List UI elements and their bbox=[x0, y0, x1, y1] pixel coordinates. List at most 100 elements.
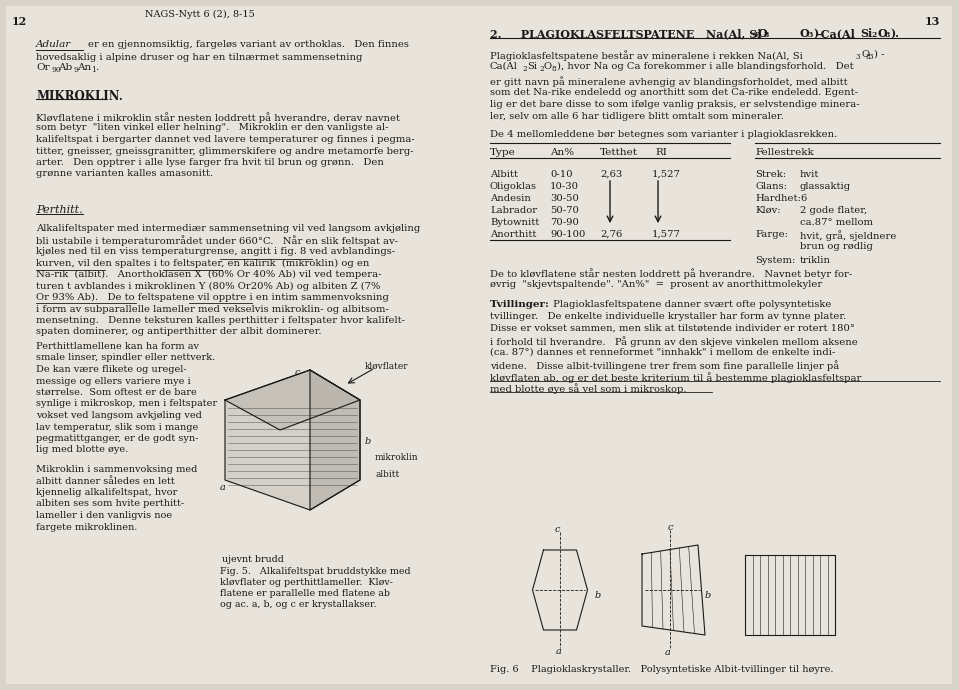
Text: i form av subparallelle lameller med vekselvis mikroklin- og albitsom-: i form av subparallelle lameller med vek… bbox=[36, 304, 389, 313]
Text: øvrig  "skjevtspaltende". "An%"  =  prosent av anorthittmolekyler: øvrig "skjevtspaltende". "An%" = prosent… bbox=[490, 280, 822, 289]
Text: Kløvflatene i mikroklin står nesten loddrett på hverandre, derav navnet: Kløvflatene i mikroklin står nesten lodd… bbox=[36, 112, 400, 123]
Text: Ca(Al: Ca(Al bbox=[490, 62, 518, 71]
Text: An: An bbox=[77, 63, 91, 72]
Text: som det Na-rike endeledd og anorthitt som det Ca-rike endeledd. Egent-: som det Na-rike endeledd og anorthitt so… bbox=[490, 88, 858, 97]
Text: 8: 8 bbox=[552, 65, 556, 73]
Text: 2: 2 bbox=[539, 65, 544, 73]
Text: fargete mikroklinen.: fargete mikroklinen. bbox=[36, 522, 137, 531]
Text: Si: Si bbox=[527, 62, 537, 71]
Text: Albitt: Albitt bbox=[490, 170, 518, 179]
Text: er gitt navn på mineralene avhengig av blandingsforholdet, med albitt: er gitt navn på mineralene avhengig av b… bbox=[490, 76, 848, 87]
Text: c: c bbox=[555, 525, 560, 534]
Text: 6: 6 bbox=[800, 194, 807, 203]
Text: kløvflater og perthittlameller.  Kløv-: kløvflater og perthittlameller. Kløv- bbox=[220, 578, 393, 587]
Text: 2 gode flater,: 2 gode flater, bbox=[800, 206, 867, 215]
Text: 2,76: 2,76 bbox=[600, 230, 622, 239]
Text: RI: RI bbox=[655, 148, 667, 157]
Text: hvit, grå, sjeldnere: hvit, grå, sjeldnere bbox=[800, 230, 897, 241]
Text: 0-10: 0-10 bbox=[550, 170, 573, 179]
Text: 1,577: 1,577 bbox=[652, 230, 681, 239]
Text: lig med blotte øye.: lig med blotte øye. bbox=[36, 446, 129, 455]
Text: 10-30: 10-30 bbox=[550, 182, 579, 191]
Text: kalifeltspat i bergarter dannet ved lavere temperaturer og finnes i pegma-: kalifeltspat i bergarter dannet ved lave… bbox=[36, 135, 414, 144]
Text: synlige i mikroskop, men i feltspater: synlige i mikroskop, men i feltspater bbox=[36, 400, 217, 408]
Text: c: c bbox=[295, 368, 300, 377]
Text: Or: Or bbox=[36, 63, 50, 72]
Text: 90: 90 bbox=[52, 66, 61, 74]
Text: kløvflater: kløvflater bbox=[365, 362, 409, 371]
Text: De kan være flikete og uregel-: De kan være flikete og uregel- bbox=[36, 365, 187, 374]
Text: a: a bbox=[556, 647, 562, 656]
Text: Si: Si bbox=[860, 28, 873, 39]
Text: Fig. 5.   Alkalifeltspat bruddstykke med: Fig. 5. Alkalifeltspat bruddstykke med bbox=[220, 567, 410, 576]
Text: Ab: Ab bbox=[58, 63, 72, 72]
Polygon shape bbox=[310, 370, 360, 510]
Text: 13: 13 bbox=[924, 16, 940, 27]
Text: 90-100: 90-100 bbox=[550, 230, 585, 239]
Text: 2: 2 bbox=[522, 65, 526, 73]
Text: hvit: hvit bbox=[800, 170, 819, 179]
Text: triklin: triklin bbox=[800, 256, 831, 265]
Text: Plagioklasfeltspatene består av mineralene i rekken Na(Al, Si: Plagioklasfeltspatene består av minerale… bbox=[490, 50, 803, 61]
Text: ca.87° mellom: ca.87° mellom bbox=[800, 218, 873, 227]
Text: Tvillinger:: Tvillinger: bbox=[490, 300, 550, 309]
Text: vokset ved langsom avkjøling ved: vokset ved langsom avkjøling ved bbox=[36, 411, 202, 420]
Text: kjennelig alkalifeltspat, hvor: kjennelig alkalifeltspat, hvor bbox=[36, 488, 177, 497]
Text: smale linser, spindler eller nettverk.: smale linser, spindler eller nettverk. bbox=[36, 353, 215, 362]
Text: ): ) bbox=[813, 28, 818, 39]
Text: pegmatittganger, er de godt syn-: pegmatittganger, er de godt syn- bbox=[36, 434, 199, 443]
Text: Perthitt.: Perthitt. bbox=[36, 205, 82, 215]
Text: 3: 3 bbox=[752, 31, 758, 39]
Text: Anorthitt: Anorthitt bbox=[490, 230, 536, 239]
Text: mensetning.   Denne teksturen kalles perthitter i feltspater hvor kalifelt-: mensetning. Denne teksturen kalles perth… bbox=[36, 316, 405, 325]
Text: MIKROKLIN.: MIKROKLIN. bbox=[36, 90, 123, 103]
Text: 12: 12 bbox=[12, 16, 27, 27]
Text: ujevnt brudd: ujevnt brudd bbox=[222, 555, 284, 564]
Text: lav temperatur, slik som i mange: lav temperatur, slik som i mange bbox=[36, 422, 199, 431]
Text: a: a bbox=[220, 483, 226, 492]
Text: grønne varianten kalles amasonitt.: grønne varianten kalles amasonitt. bbox=[36, 170, 213, 179]
Text: 1,527: 1,527 bbox=[652, 170, 681, 179]
Text: mikroklin: mikroklin bbox=[375, 453, 419, 462]
Text: Kløv:: Kløv: bbox=[755, 206, 781, 215]
Text: Adular: Adular bbox=[36, 40, 71, 49]
Text: 3: 3 bbox=[807, 31, 812, 39]
Text: messige og ellers variere mye i: messige og ellers variere mye i bbox=[36, 377, 191, 386]
Text: hovedsaklig i alpine druser og har en tilnærmet sammensetning: hovedsaklig i alpine druser og har en ti… bbox=[36, 53, 363, 62]
Text: Oligoklas: Oligoklas bbox=[490, 182, 537, 191]
Text: Perthittlamellene kan ha form av: Perthittlamellene kan ha form av bbox=[36, 342, 199, 351]
Text: 50-70: 50-70 bbox=[550, 206, 579, 215]
Text: spaten dominerer, og antiperthitter der albit dominerer.: spaten dominerer, og antiperthitter der … bbox=[36, 328, 321, 337]
Text: Alkalifeltspater med intermediær sammensetning vil ved langsom avkjøling: Alkalifeltspater med intermediær sammens… bbox=[36, 224, 420, 233]
Text: med blotte øye så vel som i mikroskop.: med blotte øye så vel som i mikroskop. bbox=[490, 383, 687, 394]
Text: tvillinger.   De enkelte individuelle krystaller har form av tynne plater.: tvillinger. De enkelte individuelle krys… bbox=[490, 312, 846, 321]
Text: 8: 8 bbox=[764, 31, 769, 39]
Text: a: a bbox=[665, 648, 671, 657]
Text: kjøles ned til en viss temperaturgrense, angitt i fig. 8 ved avblandings-: kjøles ned til en viss temperaturgrense,… bbox=[36, 247, 395, 256]
Text: er en gjennomsiktig, fargeløs variant av orthoklas.   Den finnes: er en gjennomsiktig, fargeløs variant av… bbox=[88, 40, 409, 49]
Text: videne.   Disse albit-tvillingene trer frem som fine parallelle linjer på: videne. Disse albit-tvillingene trer fre… bbox=[490, 360, 839, 371]
Text: An%: An% bbox=[550, 148, 574, 157]
Text: 1: 1 bbox=[91, 66, 96, 74]
Text: arter.   Den opptrer i alle lyse farger fra hvit til brun og grønn.   Den: arter. Den opptrer i alle lyse farger fr… bbox=[36, 158, 384, 167]
Text: .: . bbox=[95, 63, 98, 72]
Text: albitt danner således en lett: albitt danner således en lett bbox=[36, 477, 175, 486]
Text: O: O bbox=[861, 50, 869, 59]
Text: Bytownitt: Bytownitt bbox=[490, 218, 539, 227]
Text: Strek:: Strek: bbox=[755, 170, 786, 179]
Text: De 4 mellomleddene bør betegnes som varianter i plagioklasrekken.: De 4 mellomleddene bør betegnes som vari… bbox=[490, 130, 837, 139]
Text: Or 93% Ab).   De to feltspatene vil opptre i en intim sammenvoksning: Or 93% Ab). De to feltspatene vil opptre… bbox=[36, 293, 389, 302]
Text: De to kløvflatene står nesten loddrett på hverandre.   Navnet betyr for-: De to kløvflatene står nesten loddrett p… bbox=[490, 268, 853, 279]
Text: Disse er vokset sammen, men slik at tilstøtende individer er rotert 180°: Disse er vokset sammen, men slik at tils… bbox=[490, 324, 855, 333]
Text: Type: Type bbox=[490, 148, 516, 157]
Text: Andesin: Andesin bbox=[490, 194, 531, 203]
Text: c: c bbox=[668, 523, 673, 532]
Polygon shape bbox=[225, 370, 360, 430]
Text: lameller i den vanligvis noe: lameller i den vanligvis noe bbox=[36, 511, 172, 520]
Text: Labrador: Labrador bbox=[490, 206, 537, 215]
Text: Na-rik  (albit).   Anorthoklasen X  (60% Or 40% Ab) vil ved tempera-: Na-rik (albit). Anorthoklasen X (60% Or … bbox=[36, 270, 382, 279]
Text: i forhold til hverandre.   På grunn av den skjeve vinkelen mellom aksene: i forhold til hverandre. På grunn av den… bbox=[490, 336, 857, 347]
Text: Farge:: Farge: bbox=[755, 230, 788, 239]
Polygon shape bbox=[225, 370, 360, 510]
Text: Hardhet:: Hardhet: bbox=[755, 194, 801, 203]
